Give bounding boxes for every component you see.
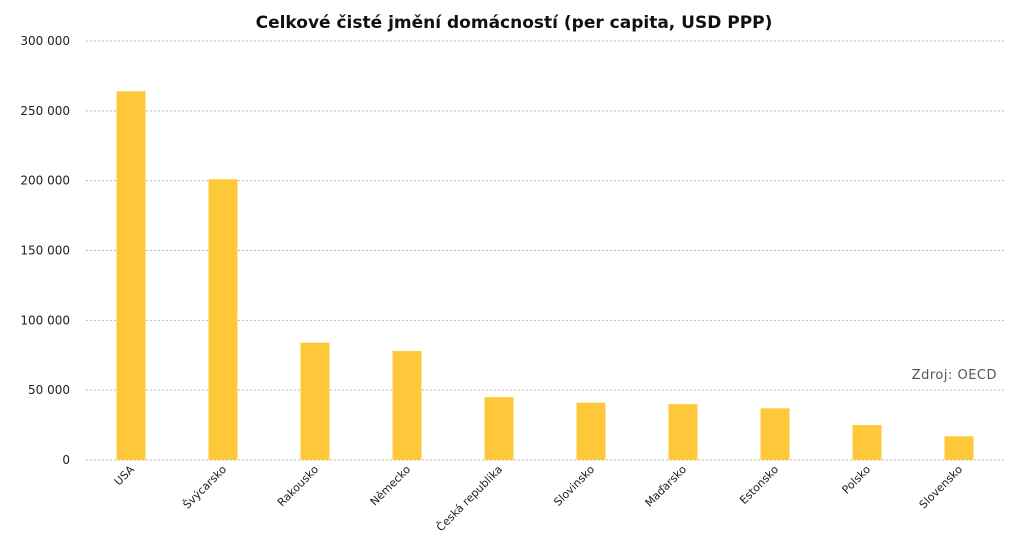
x-tick-label: Slovensko bbox=[917, 463, 966, 512]
source-note: Zdroj: OECD bbox=[912, 368, 997, 383]
y-tick-label: 150 000 bbox=[20, 244, 70, 258]
chart-title: Celkové čisté jmění domácností (per capi… bbox=[256, 13, 773, 33]
y-tick-label: 50 000 bbox=[28, 383, 70, 397]
x-tick-label: Maďarsko bbox=[643, 463, 690, 510]
x-tick-label: Estonsko bbox=[737, 463, 781, 507]
x-axis-ticks: USA Švýcarsko Rakousko Německo Česká republi… bbox=[112, 463, 965, 534]
y-tick-label: 300 000 bbox=[20, 34, 70, 48]
x-tick-label: Polsko bbox=[840, 463, 874, 497]
x-tick-label: Rakousko bbox=[275, 463, 321, 509]
bar bbox=[116, 91, 146, 460]
bar bbox=[944, 436, 974, 460]
bars bbox=[116, 91, 974, 460]
bar bbox=[484, 397, 514, 460]
y-tick-label: 0 bbox=[62, 453, 70, 467]
y-axis-ticks: 0 50 000 100 000 150 000 200 000 250 000 300 0… bbox=[20, 34, 70, 467]
gridlines bbox=[86, 40, 1005, 461]
y-tick-label: 200 000 bbox=[20, 174, 70, 188]
y-tick-label: 100 000 bbox=[20, 313, 70, 327]
bar bbox=[760, 408, 790, 460]
y-tick-label: 250 000 bbox=[20, 104, 70, 118]
x-tick-label: Německo bbox=[368, 463, 414, 509]
bar bbox=[208, 179, 238, 460]
bar bbox=[300, 342, 330, 460]
bar bbox=[852, 425, 882, 460]
bar bbox=[668, 404, 698, 460]
bar bbox=[392, 351, 422, 460]
x-tick-label: USA bbox=[112, 463, 138, 489]
x-tick-label: Česká republika bbox=[434, 463, 505, 534]
x-tick-label: Slovinsko bbox=[551, 463, 597, 509]
bar bbox=[576, 402, 606, 460]
x-tick-label: Švýcarsko bbox=[180, 463, 229, 512]
